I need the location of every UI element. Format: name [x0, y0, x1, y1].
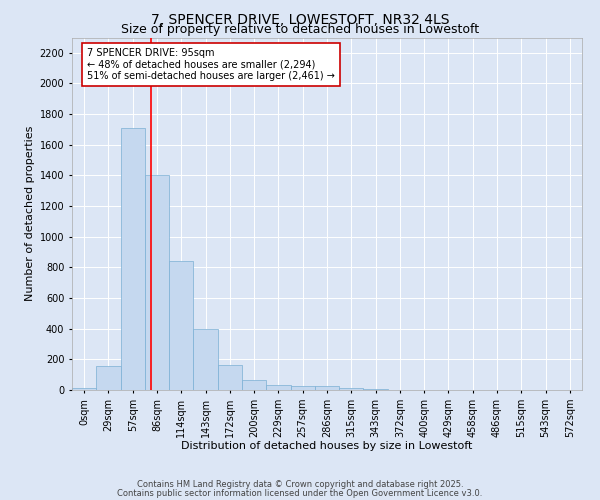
Bar [96, 366, 121, 390]
Text: Size of property relative to detached houses in Lowestoft: Size of property relative to detached ho… [121, 24, 479, 36]
X-axis label: Distribution of detached houses by size in Lowestoft: Distribution of detached houses by size … [181, 442, 473, 452]
Bar [242, 380, 266, 390]
Y-axis label: Number of detached properties: Number of detached properties [25, 126, 35, 302]
Bar [121, 128, 145, 390]
Bar [169, 262, 193, 390]
Bar [290, 386, 315, 390]
Bar [218, 366, 242, 390]
Bar [72, 388, 96, 390]
Bar [315, 386, 339, 390]
Bar [145, 176, 169, 390]
Text: 7, SPENCER DRIVE, LOWESTOFT, NR32 4LS: 7, SPENCER DRIVE, LOWESTOFT, NR32 4LS [151, 12, 449, 26]
Text: Contains public sector information licensed under the Open Government Licence v3: Contains public sector information licen… [118, 488, 482, 498]
Bar [266, 384, 290, 390]
Bar [339, 388, 364, 390]
Bar [193, 330, 218, 390]
Text: 7 SPENCER DRIVE: 95sqm
← 48% of detached houses are smaller (2,294)
51% of semi-: 7 SPENCER DRIVE: 95sqm ← 48% of detached… [88, 48, 335, 82]
Bar [364, 389, 388, 390]
Text: Contains HM Land Registry data © Crown copyright and database right 2025.: Contains HM Land Registry data © Crown c… [137, 480, 463, 489]
